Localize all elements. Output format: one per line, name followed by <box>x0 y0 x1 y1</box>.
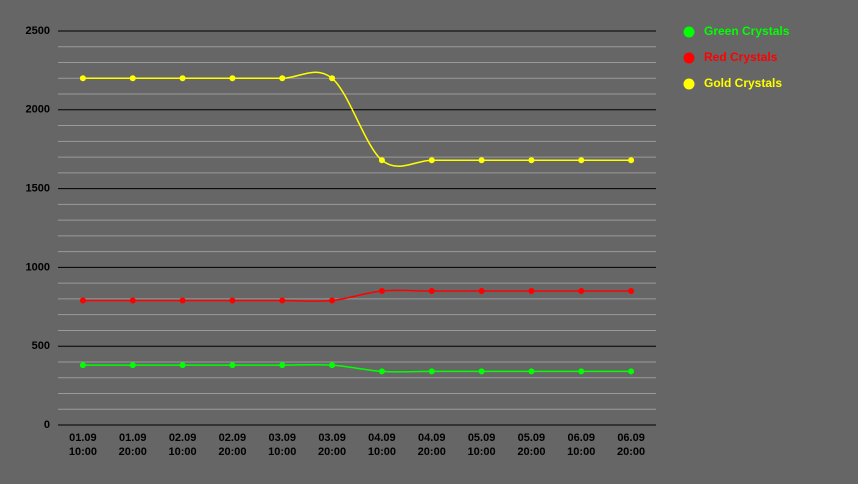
data-point <box>129 75 136 82</box>
x-tick-label: 06.09 10:00 <box>567 432 596 458</box>
data-point <box>378 288 385 295</box>
data-point <box>478 368 485 375</box>
data-point <box>229 297 236 304</box>
data-point <box>478 288 485 295</box>
legend-marker <box>683 26 695 38</box>
data-point <box>428 288 435 295</box>
x-tick-label: 06.09 20:00 <box>617 432 646 458</box>
data-point <box>79 297 86 304</box>
data-point <box>478 157 485 164</box>
data-point <box>279 297 286 304</box>
data-point <box>79 362 86 369</box>
data-point <box>428 368 435 375</box>
data-point <box>578 368 585 375</box>
y-tick-label: 500 <box>32 340 50 352</box>
y-tick-label: 2500 <box>26 25 50 37</box>
x-tick-label: 05.09 10:00 <box>467 432 496 458</box>
data-point <box>179 75 186 82</box>
x-tick-label: 01.09 10:00 <box>68 432 97 458</box>
data-point <box>229 75 236 82</box>
series-line <box>82 71 632 167</box>
data-point <box>329 297 336 304</box>
data-point <box>79 75 86 82</box>
data-point <box>528 368 535 375</box>
data-point <box>628 157 635 164</box>
x-tick-label: 04.09 20:00 <box>417 432 446 458</box>
data-point <box>329 75 336 82</box>
data-point <box>129 297 136 304</box>
data-point <box>428 157 435 164</box>
data-point <box>179 362 186 369</box>
legend-marker <box>683 52 695 64</box>
x-tick-label: 05.09 20:00 <box>517 432 546 458</box>
legend-label: Gold Crystals <box>704 76 782 90</box>
legend-label: Red Crystals <box>704 50 778 64</box>
x-tick-label: 01.09 20:00 <box>118 432 147 458</box>
data-point <box>528 157 535 164</box>
y-tick-label: 1000 <box>26 261 50 273</box>
series-line <box>82 289 632 302</box>
data-point <box>129 362 136 369</box>
x-tick-label: 03.09 20:00 <box>318 432 347 458</box>
data-point <box>179 297 186 304</box>
data-point <box>279 75 286 82</box>
data-point <box>578 157 585 164</box>
data-point <box>378 157 385 164</box>
x-tick-label: 04.09 10:00 <box>367 432 396 458</box>
data-point <box>578 288 585 295</box>
legend-label: Green Crystals <box>704 24 790 38</box>
data-point <box>628 368 635 375</box>
legend-marker <box>683 78 695 90</box>
data-point <box>378 368 385 375</box>
x-tick-label: 03.09 10:00 <box>268 432 297 458</box>
x-tick-label: 02.09 10:00 <box>168 432 197 458</box>
data-point <box>628 288 635 295</box>
data-point <box>279 362 286 369</box>
data-point <box>229 362 236 369</box>
y-tick-label: 0 <box>44 419 50 431</box>
y-tick-label: 2000 <box>26 104 50 116</box>
data-point <box>528 288 535 295</box>
x-tick-label: 02.09 20:00 <box>218 432 247 458</box>
data-point <box>329 362 336 369</box>
y-tick-label: 1500 <box>26 183 50 195</box>
series-line <box>82 363 632 373</box>
